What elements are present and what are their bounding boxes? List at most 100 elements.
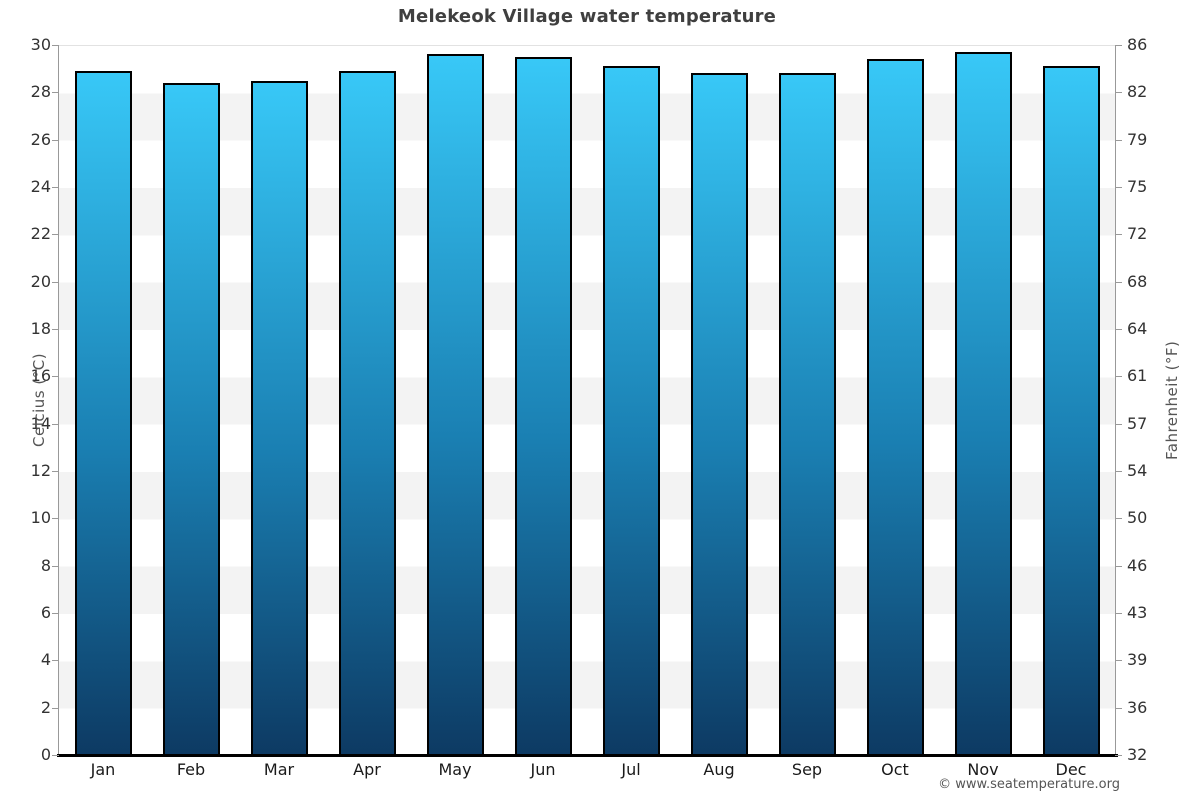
bar-nov[interactable] <box>954 52 1012 755</box>
bar-slot-aug <box>675 45 763 755</box>
y-tick-fahrenheit-64: 64 <box>1127 319 1148 338</box>
chart-title: Melekeok Village water temperature <box>397 6 777 27</box>
copyright-text: © www.seatemperature.org <box>938 777 1120 792</box>
y-tick-mark-left <box>52 423 59 425</box>
y-tick-mark-left <box>52 613 59 614</box>
y-tick-mark-left <box>52 707 59 709</box>
y-tick-celsius-0: 0 <box>40 745 51 764</box>
y-tick-celsius-20: 20 <box>30 271 51 291</box>
bar-mar[interactable] <box>250 80 308 755</box>
y-tick-mark-left <box>52 376 59 378</box>
y-tick-celsius-22: 22 <box>30 224 51 244</box>
bar-jan[interactable] <box>74 71 132 755</box>
y-tick-mark-right <box>1115 613 1122 614</box>
bar-slot-jan <box>59 45 147 755</box>
y-tick-fahrenheit-86: 86 <box>1127 35 1148 54</box>
y-tick-mark-right <box>1115 755 1122 756</box>
y-tick-fahrenheit-68: 68 <box>1127 271 1148 291</box>
y-tick-mark-right <box>1115 707 1122 709</box>
y-tick-mark-right <box>1115 45 1122 46</box>
y-tick-mark-left <box>52 234 59 236</box>
bar-slot-apr <box>323 45 411 755</box>
x-axis-label-apr: Apr <box>353 760 381 779</box>
y-tick-mark-right <box>1115 376 1122 378</box>
bar-slot-jun <box>499 45 587 755</box>
plot-area <box>59 45 1115 755</box>
x-axis-label-feb: Feb <box>176 760 206 779</box>
y-tick-mark-right <box>1115 518 1122 520</box>
y-tick-mark-right <box>1115 471 1122 472</box>
y-tick-mark-left <box>52 471 59 472</box>
y-tick-fahrenheit-82: 82 <box>1127 82 1148 102</box>
y-tick-celsius-8: 8 <box>40 555 51 575</box>
x-axis-label-mar: Mar <box>263 760 295 779</box>
x-axis-label-sep: Sep <box>791 760 823 779</box>
bar-may[interactable] <box>426 54 484 755</box>
bar-oct[interactable] <box>866 59 924 755</box>
y-tick-fahrenheit-46: 46 <box>1127 555 1148 575</box>
bar-aug[interactable] <box>690 73 748 755</box>
y-tick-celsius-18: 18 <box>30 319 51 338</box>
y-tick-mark-right <box>1115 423 1122 425</box>
y-axis-line-right <box>1115 45 1116 755</box>
bar-sep[interactable] <box>778 73 836 755</box>
y-tick-mark-left <box>52 45 59 46</box>
y-tick-fahrenheit-72: 72 <box>1127 224 1148 244</box>
y-tick-celsius-12: 12 <box>30 461 51 480</box>
y-tick-mark-right <box>1115 660 1122 662</box>
y-tick-mark-right <box>1115 565 1122 567</box>
y-tick-celsius-10: 10 <box>30 508 51 528</box>
bar-slot-feb <box>147 45 235 755</box>
y-tick-celsius-2: 2 <box>40 697 51 717</box>
y-tick-celsius-6: 6 <box>40 603 51 622</box>
y-tick-mark-right <box>1115 234 1122 236</box>
y-tick-mark-right <box>1115 139 1122 141</box>
y-tick-mark-right <box>1115 92 1122 94</box>
bar-jul[interactable] <box>602 66 660 755</box>
y-tick-mark-right <box>1115 281 1122 283</box>
x-axis-label-dec: Dec <box>1055 760 1087 779</box>
y-tick-mark-left <box>52 518 59 520</box>
y-tick-celsius-14: 14 <box>30 413 51 433</box>
y-tick-mark-left <box>52 660 59 662</box>
x-axis-line <box>57 754 1118 757</box>
x-axis-labels: Jan Feb Mar Apr May Jun Jul Aug Sep Oct Nov Dec <box>59 760 1115 779</box>
bar-slot-dec <box>1027 45 1115 755</box>
bar-slot-may <box>411 45 499 755</box>
y-tick-fahrenheit-43: 43 <box>1127 603 1148 622</box>
bar-slot-oct <box>851 45 939 755</box>
y-tick-mark-right <box>1115 187 1122 188</box>
bar-feb[interactable] <box>162 82 220 755</box>
y-axis-line-left <box>58 45 59 755</box>
y-tick-celsius-26: 26 <box>30 129 51 149</box>
y-axis-title-celsius: Celcius (°C) <box>30 352 48 448</box>
y-tick-celsius-30: 30 <box>30 35 51 54</box>
y-tick-fahrenheit-39: 39 <box>1127 650 1148 670</box>
bar-dec[interactable] <box>1042 66 1100 755</box>
y-tick-celsius-16: 16 <box>30 366 51 386</box>
y-tick-mark-left <box>52 187 59 188</box>
y-tick-mark-left <box>52 281 59 283</box>
y-tick-fahrenheit-79: 79 <box>1127 129 1148 149</box>
x-axis-label-aug: Aug <box>703 760 735 779</box>
y-tick-celsius-24: 24 <box>30 177 51 196</box>
x-axis-label-jun: Jun <box>530 760 556 779</box>
x-axis-label-jan: Jan <box>90 760 116 779</box>
y-tick-celsius-28: 28 <box>30 82 51 102</box>
x-axis-label-jul: Jul <box>621 760 641 779</box>
y-tick-mark-left <box>52 755 59 756</box>
y-tick-mark-left <box>52 92 59 94</box>
x-axis-label-oct: Oct <box>881 760 909 779</box>
bar-jun[interactable] <box>514 56 572 755</box>
y-tick-fahrenheit-50: 50 <box>1127 508 1148 528</box>
bar-apr[interactable] <box>338 71 396 755</box>
bar-slot-sep <box>763 45 851 755</box>
y-tick-fahrenheit-57: 57 <box>1127 413 1148 433</box>
y-tick-mark-left <box>52 329 59 330</box>
y-tick-fahrenheit-61: 61 <box>1127 366 1148 386</box>
x-axis-label-may: May <box>438 760 472 779</box>
y-tick-mark-left <box>52 565 59 567</box>
y-tick-mark-left <box>52 139 59 141</box>
y-tick-mark-right <box>1115 329 1122 330</box>
